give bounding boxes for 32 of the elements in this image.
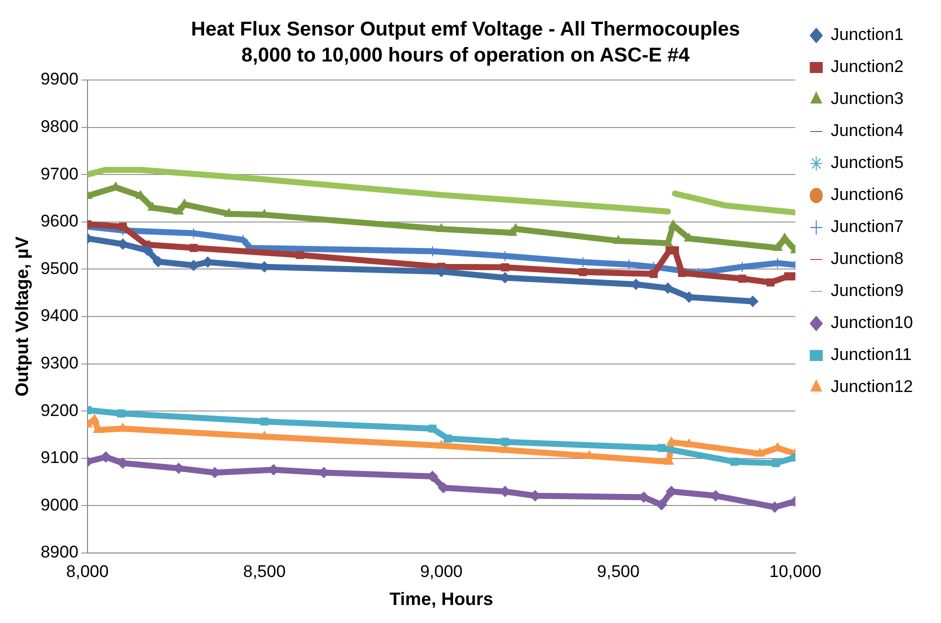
legend-label: Junction7: [830, 217, 904, 236]
legend-label: Junction6: [830, 185, 904, 204]
y-tick-label: 9000: [40, 495, 78, 514]
y-tick-label: 9600: [40, 212, 78, 231]
x-tick-label: 8,000: [66, 562, 109, 581]
legend-label: Junction5: [830, 153, 904, 172]
x-tick-label: 8,500: [243, 562, 286, 581]
y-tick-label: 9700: [40, 164, 78, 184]
y-tick-label: 9300: [40, 353, 78, 372]
legend-label: Junction2: [830, 57, 904, 76]
x-tick-label: 10,000: [769, 562, 822, 581]
y-tick-label: 9100: [40, 448, 78, 468]
legend-label: Junction8: [830, 249, 904, 268]
y-tick-label: 9200: [40, 400, 78, 420]
x-tick-label: 9,500: [597, 562, 640, 581]
legend-label: Junction4: [830, 121, 904, 140]
chart-subtitle: 8,000 to 10,000 hours of operation on ASC-E #4: [241, 44, 691, 67]
legend-label: Junction10: [830, 313, 914, 332]
legend-label: Junction3: [830, 89, 904, 108]
y-tick-label: 9400: [40, 306, 78, 326]
legend-label: Junction12: [830, 377, 914, 396]
x-axis-title: Time, Hours: [389, 589, 494, 610]
y-axis-title: Output Voltage, µV: [12, 236, 32, 397]
y-tick-label: 9900: [40, 70, 78, 89]
legend-label: Junction9: [830, 281, 904, 300]
y-tick-label: 8900: [40, 542, 78, 562]
chart-title: Heat Flux Sensor Output emf Voltage - All Thermocouples: [191, 18, 740, 41]
x-tick-label: 9,000: [420, 562, 463, 581]
y-tick-label: 9500: [40, 258, 78, 278]
legend-label: Junction11: [830, 345, 912, 364]
y-tick-label: 9800: [40, 116, 78, 136]
legend-label: Junction1: [830, 25, 904, 44]
